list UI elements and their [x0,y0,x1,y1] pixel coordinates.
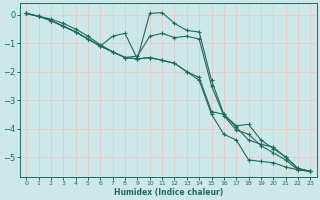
X-axis label: Humidex (Indice chaleur): Humidex (Indice chaleur) [114,188,223,197]
